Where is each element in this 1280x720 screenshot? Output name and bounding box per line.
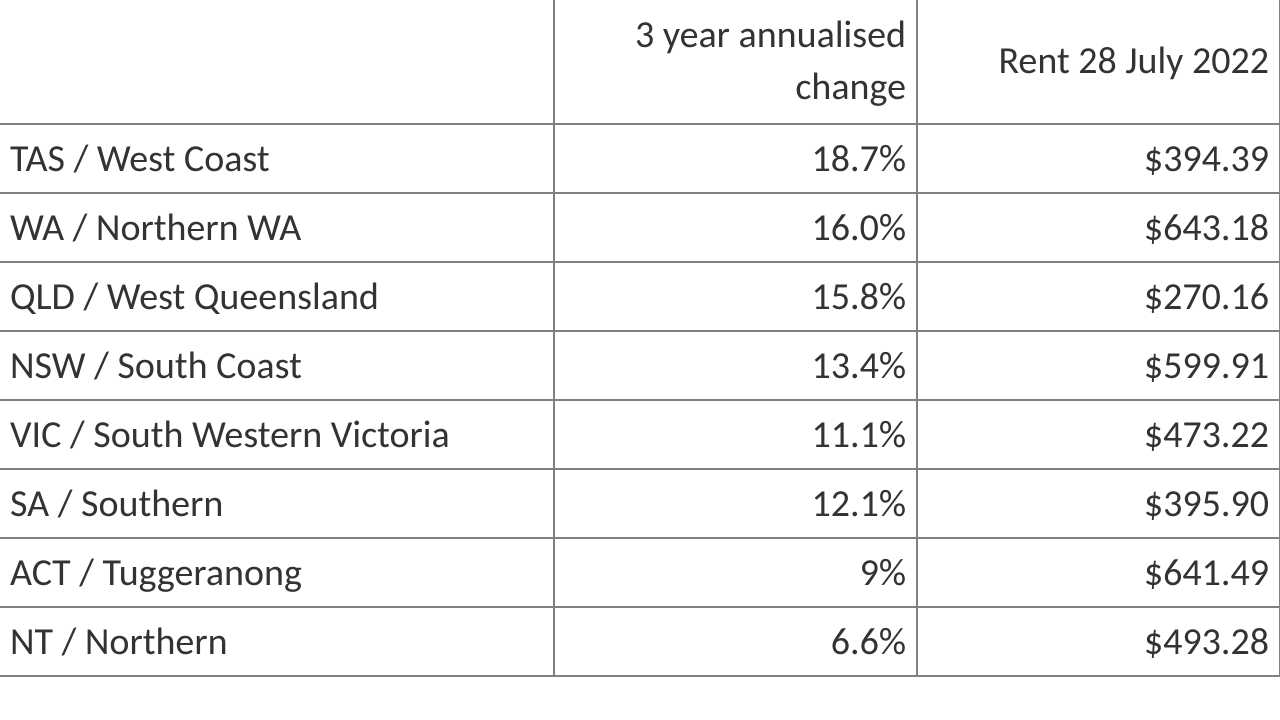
- rent-cell: $599.91: [917, 331, 1280, 400]
- change-cell: 9%: [554, 538, 917, 607]
- region-cell: ACT / Tuggeranong: [0, 538, 554, 607]
- rent-cell: $641.49: [917, 538, 1280, 607]
- rent-cell: $493.28: [917, 607, 1280, 676]
- rent-cell: $473.22: [917, 400, 1280, 469]
- region-cell: VIC / South Western Victoria: [0, 400, 554, 469]
- change-cell: 18.7%: [554, 124, 917, 193]
- region-cell: QLD / West Queensland: [0, 262, 554, 331]
- table-row: NT / Northern 6.6% $493.28: [0, 607, 1280, 676]
- table-row: NSW / South Coast 13.4% $599.91: [0, 331, 1280, 400]
- region-cell: NSW / South Coast: [0, 331, 554, 400]
- change-cell: 6.6%: [554, 607, 917, 676]
- change-cell: 15.8%: [554, 262, 917, 331]
- region-cell: WA / Northern WA: [0, 193, 554, 262]
- region-cell: NT / Northern: [0, 607, 554, 676]
- table-row: QLD / West Queensland 15.8% $270.16: [0, 262, 1280, 331]
- rent-change-table: 3 year annualised change Rent 28 July 20…: [0, 0, 1280, 677]
- region-cell: SA / Southern: [0, 469, 554, 538]
- table-row: WA / Northern WA 16.0% $643.18: [0, 193, 1280, 262]
- table-row: VIC / South Western Victoria 11.1% $473.…: [0, 400, 1280, 469]
- change-cell: 11.1%: [554, 400, 917, 469]
- table-row: ACT / Tuggeranong 9% $641.49: [0, 538, 1280, 607]
- rent-cell: $643.18: [917, 193, 1280, 262]
- rent-cell: $394.39: [917, 124, 1280, 193]
- region-cell: TAS / West Coast: [0, 124, 554, 193]
- rent-cell: $395.90: [917, 469, 1280, 538]
- change-cell: 13.4%: [554, 331, 917, 400]
- header-change: 3 year annualised change: [554, 0, 917, 124]
- change-cell: 12.1%: [554, 469, 917, 538]
- header-row: 3 year annualised change Rent 28 July 20…: [0, 0, 1280, 124]
- header-rent: Rent 28 July 2022: [917, 0, 1280, 124]
- table-row: SA / Southern 12.1% $395.90: [0, 469, 1280, 538]
- header-blank: [0, 0, 554, 124]
- table-row: TAS / West Coast 18.7% $394.39: [0, 124, 1280, 193]
- change-cell: 16.0%: [554, 193, 917, 262]
- rent-cell: $270.16: [917, 262, 1280, 331]
